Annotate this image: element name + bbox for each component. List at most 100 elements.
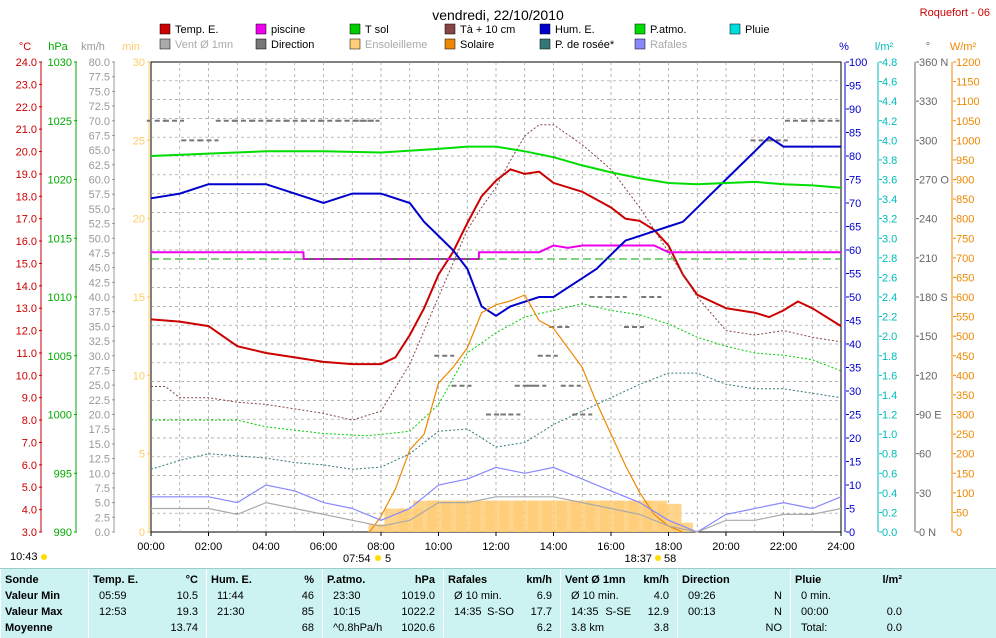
axis-tick-rain: 1.0 <box>882 429 897 441</box>
summary-cell-time <box>211 622 217 634</box>
summary-column-title: Hum. E. <box>211 574 252 586</box>
axis-tick-dir: 330 <box>919 96 937 108</box>
axis-tick-solar: 800 <box>956 214 974 226</box>
summary-cell-time: 12:53 <box>99 606 127 618</box>
summary-row: 14:35 S-SO 17.7 <box>448 604 556 620</box>
legend-swatch <box>539 23 551 35</box>
summary-cell-time <box>448 622 454 634</box>
summary-column-unit: °C <box>185 574 198 586</box>
axis-tick-hum: 50 <box>849 292 861 304</box>
summary-row: 00:13 N <box>682 604 786 620</box>
axis-tick-sun: 15 <box>133 292 145 304</box>
legend-swatch <box>255 38 267 50</box>
axis-tick-press: 1020 <box>48 175 72 187</box>
summary-cell-time: 3.8 km <box>571 622 605 634</box>
axis-tick-wind: 22.5 <box>89 395 110 407</box>
series-line-1 <box>151 244 841 260</box>
legend-swatch <box>349 23 361 35</box>
axis-tick-press: 1005 <box>48 351 72 363</box>
axis-tick-solar: 100 <box>956 488 974 500</box>
axis-tick-rain: 0.6 <box>882 468 897 480</box>
axis-tick-hum: 0 <box>849 527 855 539</box>
summary-cell-value: 17.7 <box>530 606 552 618</box>
summary-cell-time: Ø 10 min. <box>571 590 619 602</box>
axis-tick-hum: 5 <box>849 504 855 516</box>
series-line-9 <box>151 496 842 533</box>
summary-cell-time: 00:13 <box>688 606 716 618</box>
legend-swatch <box>444 38 456 50</box>
axis-tick-rain: 0.4 <box>882 488 897 500</box>
axis-tick-rain: 3.4 <box>882 194 897 206</box>
summary-column: Rafales km/h Ø 10 min. 6.9 14:35 S-SO 17.7 6.2 <box>443 569 560 638</box>
axis-tick-temp: 23.0 <box>16 79 37 91</box>
axis-tick-rain: 3.8 <box>882 155 897 167</box>
axis-tick-solar: 150 <box>956 468 974 480</box>
legend-label: Vent Ø 1mn <box>175 39 233 51</box>
axis-tick-hum: 15 <box>849 457 861 469</box>
summary-cell-value: 1019.0 <box>401 590 435 602</box>
summary-column-head: Temp. E. °C <box>93 572 202 588</box>
axis-tick-sun: 10 <box>133 370 145 382</box>
axis-tick-temp: 18.0 <box>16 191 37 203</box>
axis-unit-sun: min <box>122 41 140 53</box>
series-line-0 <box>150 168 842 366</box>
axis-tick-wind: 15.0 <box>89 439 110 451</box>
series-line-7 <box>369 294 684 533</box>
summary-row: 21:30 85 <box>211 604 318 620</box>
x-tick-label: 08:00 <box>367 541 395 553</box>
axis-tick-rain: 4.8 <box>882 57 897 69</box>
axis-tick-press: 1000 <box>48 410 72 422</box>
legend-label: P. de rosée* <box>555 39 615 51</box>
summary-cell-time: 14:35 <box>454 606 482 618</box>
axis-tick-solar: 450 <box>956 351 974 363</box>
axis-unit-hum: % <box>839 41 849 53</box>
summary-cell-time <box>682 622 688 634</box>
axis-tick-press: 1030 <box>48 57 72 69</box>
axis-tick-solar: 700 <box>956 253 974 265</box>
summary-row: Total: 0.0 <box>795 620 906 636</box>
axis-unit-dir: ° <box>926 41 930 53</box>
axis-tick-sun: 25 <box>133 135 145 147</box>
summary-cell-value: 1020.6 <box>401 622 435 634</box>
summary-column: Temp. E. °C 05:59 10.5 12:53 19.3 13.74 <box>88 569 206 638</box>
axis-tick-solar: 650 <box>956 272 974 284</box>
axis-tick-rain: 1.6 <box>882 370 897 382</box>
axis-tick-rain: 2.4 <box>882 292 897 304</box>
axis-tick-solar: 850 <box>956 194 974 206</box>
summary-cell-time: 21:30 <box>217 606 245 618</box>
axis-tick-hum: 20 <box>849 433 861 445</box>
summary-column-head: P.atmo. hPa <box>327 572 439 588</box>
summary-cell-value: 85 <box>301 606 314 618</box>
axis-tick-wind: 42.5 <box>89 277 110 289</box>
axis-tick-rain: 2.6 <box>882 272 897 284</box>
axis-tick-temp: 16.0 <box>16 236 37 248</box>
x-tick-label: 18:00 <box>655 541 683 553</box>
summary-cell-value: 6.9 <box>536 590 552 602</box>
x-tick-label: 22:00 <box>770 541 798 553</box>
summary-column-title: Temp. E. <box>93 574 139 586</box>
axis-tick-solar: 500 <box>956 331 974 343</box>
axis-tick-wind: 35.0 <box>89 321 110 333</box>
axis-tick-dir: 0 N <box>919 527 936 539</box>
axis-tick-solar: 0 <box>956 527 962 539</box>
axis-tick-wind: 30.0 <box>89 351 110 363</box>
summary-cell-value: 68 <box>301 622 314 634</box>
axis-tick-hum: 90 <box>849 104 861 116</box>
axis-tick-wind: 27.5 <box>89 365 110 377</box>
axis-tick-wind: 10.0 <box>89 468 110 480</box>
summary-cell-dir: S-SO <box>487 606 514 618</box>
axis-tick-solar: 400 <box>956 370 974 382</box>
series-line-8 <box>151 466 842 533</box>
axis-tick-press: 990 <box>54 527 72 539</box>
legend-swatch <box>255 23 267 35</box>
chart-canvas: °C 3.0 4.0 5.0 6.0 7.0 8.0 9.0 10.0 11.0 12.0 13.0 1… <box>10 7 990 565</box>
x-tick-label: 00:00 <box>137 541 165 553</box>
summary-cell-value: 12.9 <box>647 606 669 618</box>
axis-tick-solar: 900 <box>956 175 974 187</box>
axis-tick-solar: 1050 <box>956 116 980 128</box>
summary-cell-value: 0.0 <box>886 622 902 634</box>
axis-unit-temp: °C <box>19 41 31 53</box>
axis-tick-rain: 2.0 <box>882 331 897 343</box>
summary-row: 00:00 0.0 <box>795 604 906 620</box>
summary-row: 3.8 km 3.8 <box>565 620 673 636</box>
